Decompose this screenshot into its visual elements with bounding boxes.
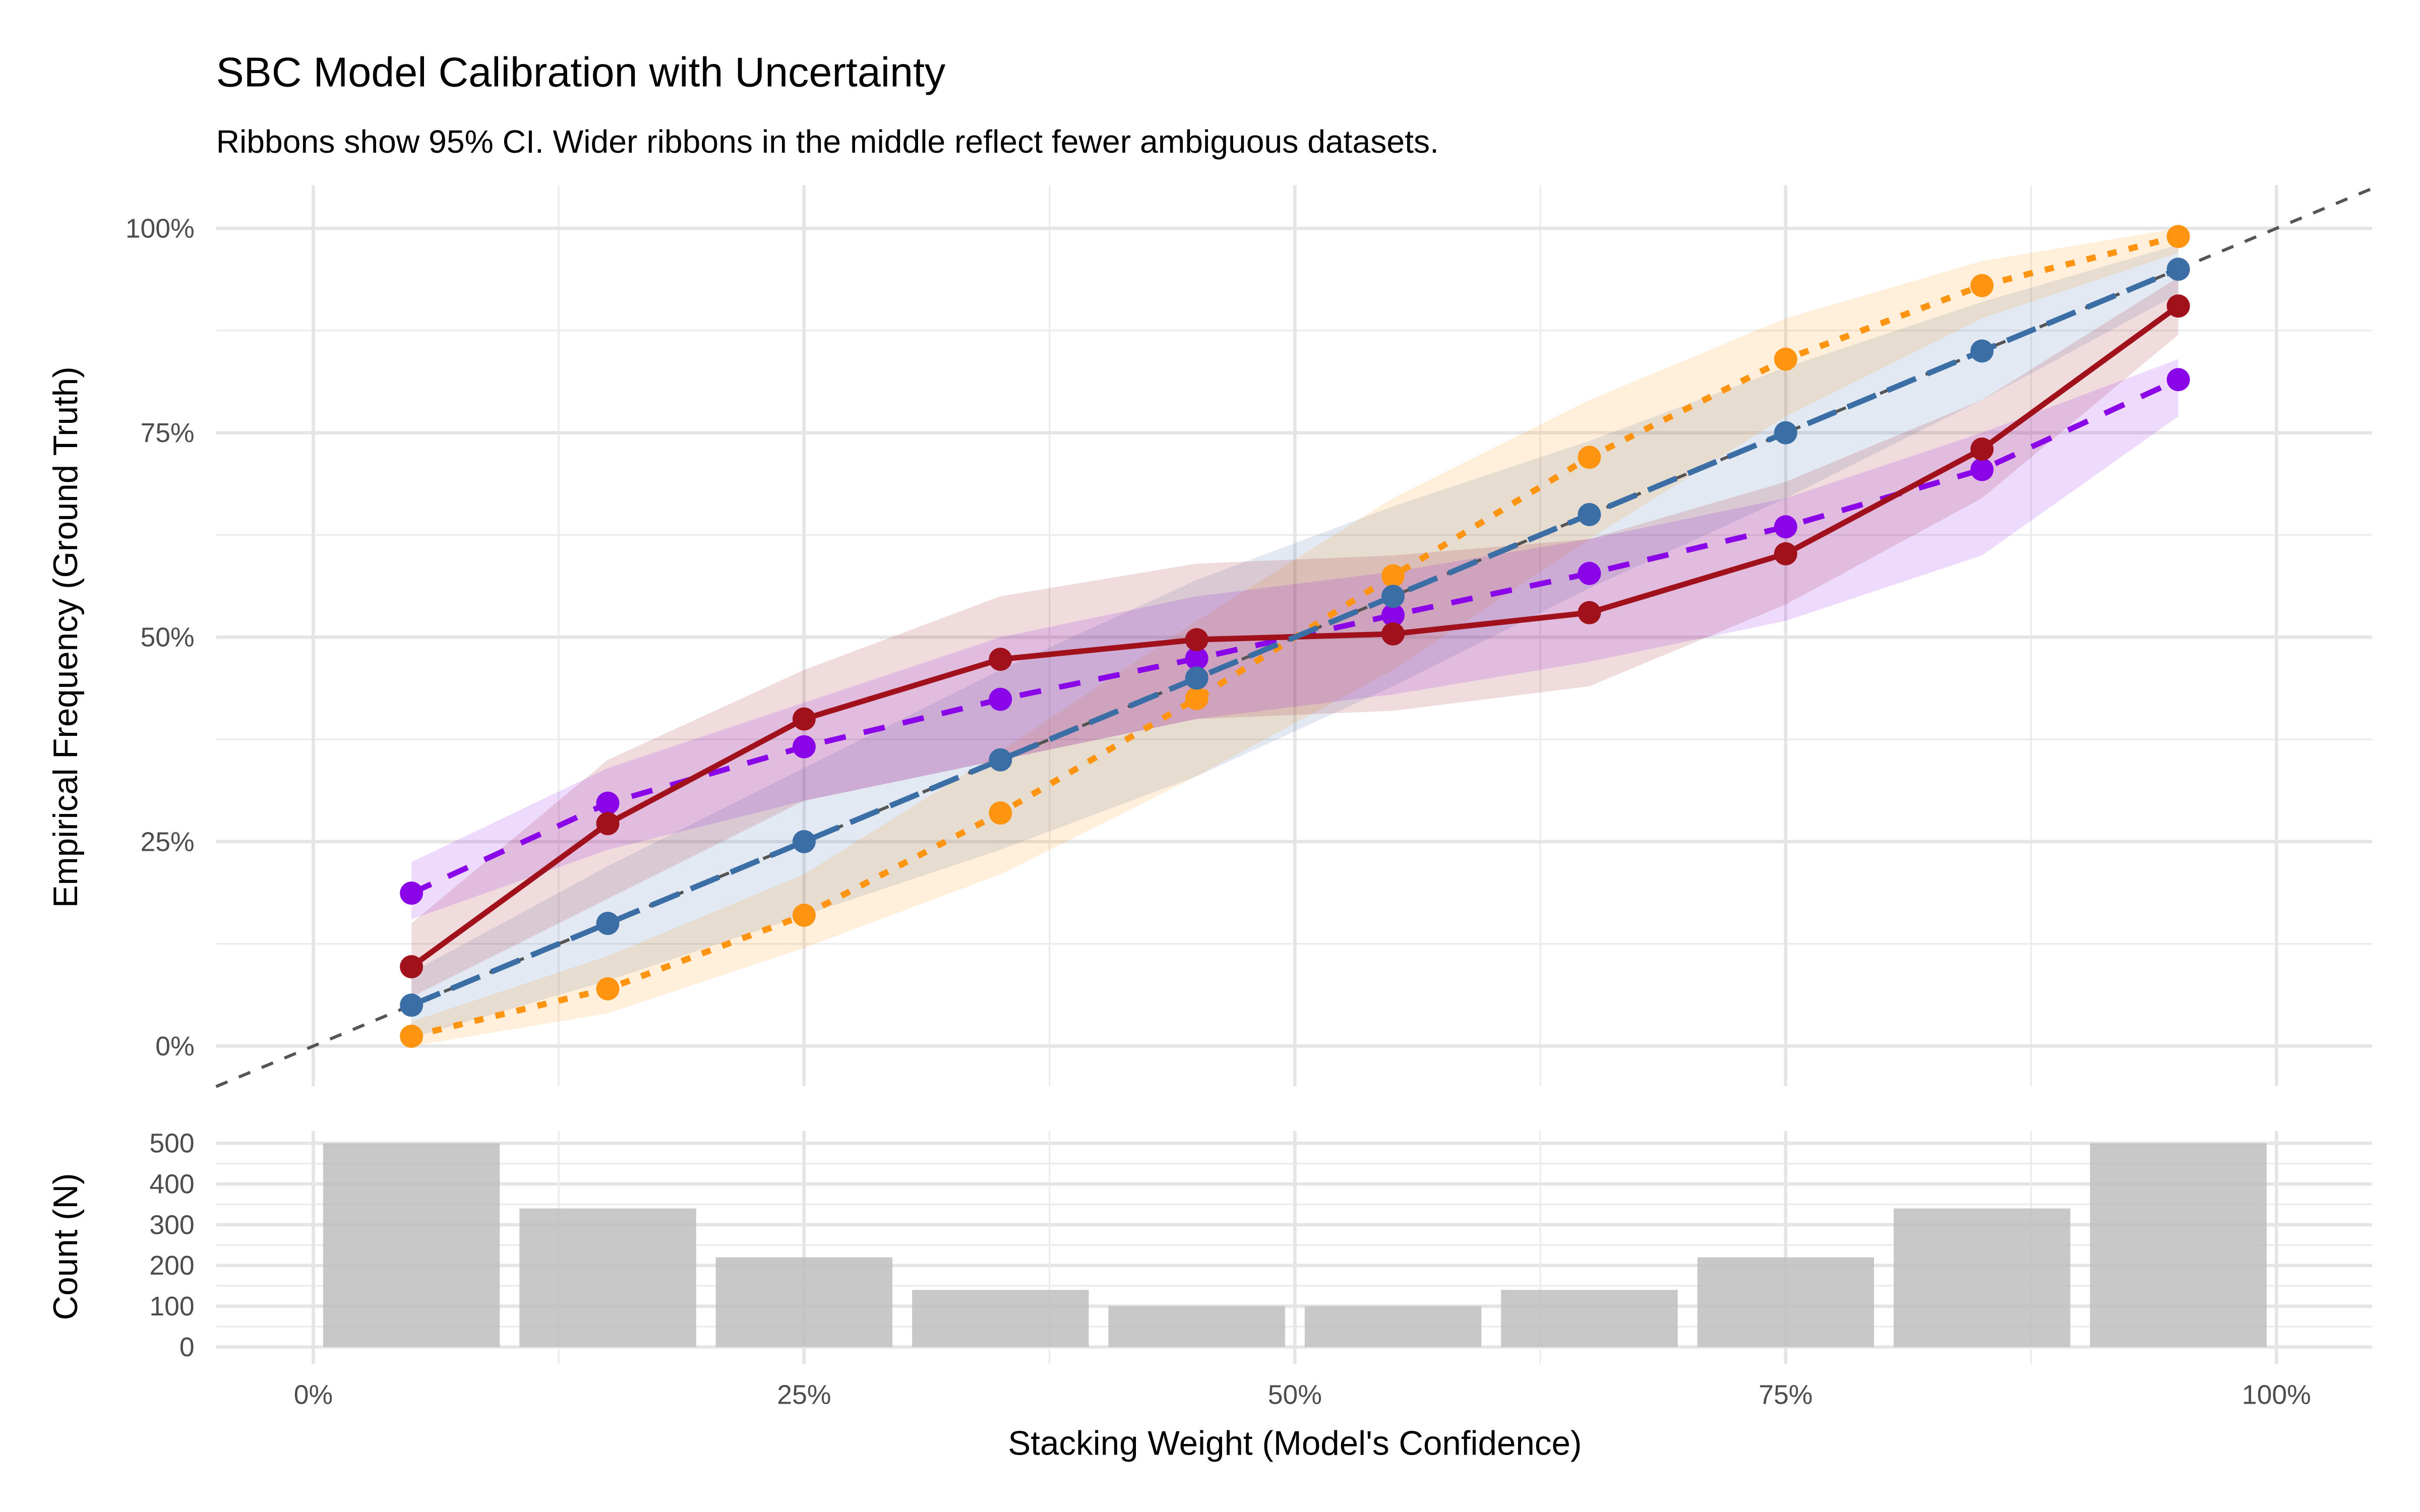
line-well-calibrated: [410, 267, 2180, 1008]
x-tick-label: 25%: [777, 1380, 831, 1410]
point-miscalibrated: [1381, 622, 1405, 646]
point-well-calibrated: [1381, 585, 1405, 608]
hist-y-tick-label: 200: [149, 1251, 194, 1281]
point-underconfident: [1381, 603, 1405, 627]
point-overconfident: [1185, 687, 1208, 710]
x-axis-title: Stacking Weight (Model's Confidence): [1008, 1425, 1582, 1463]
y-tick-label: 75%: [140, 418, 194, 448]
calibration-panel: 0% 25% 50% 75% 100%: [126, 185, 2373, 1088]
point-underconfident: [1578, 561, 1601, 585]
point-underconfident: [1970, 458, 1994, 481]
y-tick-labels: 0% 25% 50% 75% 100%: [126, 214, 195, 1061]
point-underconfident: [1185, 647, 1208, 670]
point-well-calibrated: [989, 748, 1012, 772]
hist-bar: [912, 1290, 1089, 1347]
point-well-calibrated: [1578, 502, 1601, 526]
hist-y-tick-label: 300: [149, 1210, 194, 1240]
point-underconfident: [1774, 515, 1797, 539]
point-overconfident: [2166, 225, 2190, 248]
hist-bar: [519, 1208, 696, 1347]
series-lines: [409, 233, 2180, 1039]
hist-y-tick-label: 400: [149, 1170, 194, 1200]
x-tick-label: 75%: [1759, 1380, 1812, 1410]
point-overconfident: [1970, 274, 1994, 297]
point-miscalibrated: [400, 955, 424, 979]
hist-y-axis-title: Count (N): [47, 1173, 85, 1320]
hist-bar: [1304, 1306, 1482, 1347]
point-underconfident: [792, 735, 816, 759]
hist-bars: [323, 1143, 2267, 1347]
hist-bar: [1501, 1290, 1678, 1347]
x-tick-label: 100%: [2242, 1380, 2311, 1410]
x-tick-label: 0%: [294, 1380, 333, 1410]
point-overconfident: [1381, 564, 1405, 588]
x-tick-label: 50%: [1268, 1380, 1322, 1410]
point-well-calibrated: [400, 993, 424, 1017]
point-overconfident: [1578, 446, 1601, 469]
point-well-calibrated: [792, 830, 816, 853]
hist-y-tick-label: 100: [149, 1292, 194, 1321]
point-overconfident: [989, 801, 1012, 825]
hist-bar: [323, 1143, 500, 1347]
point-well-calibrated: [596, 912, 620, 935]
point-underconfident: [400, 881, 424, 905]
point-miscalibrated: [2166, 294, 2190, 318]
point-miscalibrated: [989, 648, 1012, 671]
point-overconfident: [792, 903, 816, 927]
count-histogram-panel: 0 100 200 300 400 500 0% 25% 50% 75% 100%: [149, 1129, 2373, 1410]
hist-bar: [1894, 1208, 2071, 1347]
chart-title: SBC Model Calibration with Uncertainty: [216, 48, 946, 95]
point-underconfident: [596, 791, 620, 815]
hist-bar: [1697, 1257, 1874, 1347]
point-well-calibrated: [2166, 258, 2190, 281]
point-miscalibrated: [1185, 628, 1208, 652]
y-axis-title: Empirical Frequency (Ground Truth): [47, 366, 85, 908]
hist-y-tick-label: 0: [179, 1333, 195, 1362]
point-well-calibrated: [1185, 666, 1208, 690]
chart-subtitle: Ribbons show 95% CI. Wider ribbons in th…: [216, 123, 1439, 160]
x-tick-labels: 0% 25% 50% 75% 100%: [294, 1380, 2311, 1410]
point-underconfident: [2166, 368, 2190, 392]
point-miscalibrated: [1970, 437, 1994, 461]
point-overconfident: [1774, 347, 1797, 371]
point-well-calibrated: [1970, 339, 1994, 363]
ribbon-well-calibrated: [411, 244, 2179, 1038]
hist-bar: [715, 1257, 893, 1347]
hist-bar: [2090, 1143, 2267, 1347]
series-points: [400, 225, 2190, 1048]
y-tick-label: 25%: [140, 827, 194, 857]
point-well-calibrated: [1774, 421, 1797, 445]
hist-y-tick-label: 500: [149, 1129, 194, 1159]
hist-bar: [1108, 1306, 1285, 1347]
point-miscalibrated: [596, 812, 620, 836]
point-miscalibrated: [1578, 601, 1601, 624]
y-tick-label: 50%: [140, 623, 194, 653]
point-miscalibrated: [792, 707, 816, 731]
point-miscalibrated: [1774, 542, 1797, 565]
point-underconfident: [989, 687, 1012, 711]
hist-y-tick-labels: 0 100 200 300 400 500: [149, 1129, 194, 1362]
y-tick-label: 0%: [155, 1032, 194, 1061]
y-tick-label: 100%: [126, 214, 195, 243]
point-overconfident: [596, 977, 620, 1000]
point-overconfident: [400, 1025, 424, 1048]
